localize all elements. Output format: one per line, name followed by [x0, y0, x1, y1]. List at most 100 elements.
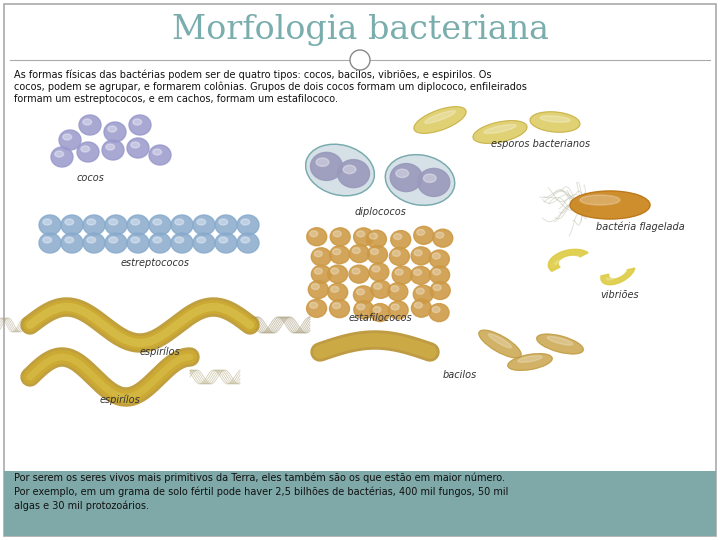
Text: bactéria flagelada: bactéria flagelada	[595, 222, 685, 232]
Text: estreptococos: estreptococos	[120, 258, 189, 268]
Ellipse shape	[349, 245, 369, 262]
Ellipse shape	[369, 263, 389, 281]
Ellipse shape	[530, 112, 580, 132]
Text: As formas físicas das bactérias podem ser de quatro tipos: cocos, bacilos, vibri: As formas físicas das bactérias podem se…	[14, 70, 492, 80]
Ellipse shape	[149, 145, 171, 165]
Ellipse shape	[131, 142, 140, 148]
Ellipse shape	[352, 268, 360, 274]
Ellipse shape	[413, 269, 422, 275]
Ellipse shape	[414, 250, 422, 256]
Ellipse shape	[83, 119, 91, 125]
Ellipse shape	[547, 336, 573, 345]
Ellipse shape	[171, 215, 193, 235]
Ellipse shape	[570, 191, 650, 219]
Ellipse shape	[129, 115, 151, 135]
Ellipse shape	[81, 146, 90, 152]
Ellipse shape	[333, 302, 341, 309]
Ellipse shape	[540, 116, 570, 122]
Ellipse shape	[131, 237, 140, 243]
Text: espirílos: espirílos	[140, 347, 181, 357]
Ellipse shape	[415, 302, 423, 308]
Ellipse shape	[371, 248, 379, 254]
Text: espirílos: espirílos	[99, 395, 140, 405]
Ellipse shape	[390, 164, 422, 192]
Ellipse shape	[369, 233, 377, 239]
Ellipse shape	[310, 231, 318, 237]
Ellipse shape	[219, 237, 228, 243]
Ellipse shape	[410, 266, 431, 285]
Ellipse shape	[219, 219, 228, 225]
Ellipse shape	[367, 246, 387, 264]
Ellipse shape	[241, 237, 250, 243]
Ellipse shape	[305, 144, 374, 196]
Ellipse shape	[215, 233, 237, 253]
Ellipse shape	[338, 160, 369, 187]
Ellipse shape	[414, 107, 466, 133]
Ellipse shape	[396, 169, 409, 178]
Ellipse shape	[197, 237, 206, 243]
Ellipse shape	[87, 219, 96, 225]
Ellipse shape	[215, 215, 237, 235]
Ellipse shape	[392, 266, 412, 284]
Ellipse shape	[311, 284, 319, 289]
Ellipse shape	[43, 219, 52, 225]
Ellipse shape	[61, 233, 83, 253]
Ellipse shape	[370, 303, 390, 321]
Ellipse shape	[43, 237, 52, 243]
Ellipse shape	[153, 149, 162, 155]
FancyBboxPatch shape	[4, 4, 716, 536]
Ellipse shape	[411, 299, 431, 317]
Text: cocos, podem se agrupar, e formarem colônias. Grupos de dois cocos formam um dip: cocos, podem se agrupar, e formarem colô…	[14, 82, 527, 92]
Ellipse shape	[366, 230, 387, 248]
Ellipse shape	[127, 233, 149, 253]
Ellipse shape	[473, 120, 527, 143]
Ellipse shape	[372, 266, 380, 272]
Ellipse shape	[106, 144, 114, 150]
Ellipse shape	[417, 230, 425, 235]
Ellipse shape	[153, 219, 162, 225]
Ellipse shape	[354, 228, 374, 246]
Ellipse shape	[580, 195, 620, 205]
Ellipse shape	[333, 231, 341, 237]
Circle shape	[350, 50, 370, 70]
Ellipse shape	[127, 215, 149, 235]
Ellipse shape	[433, 285, 441, 291]
Ellipse shape	[388, 301, 408, 319]
Ellipse shape	[109, 219, 117, 225]
Ellipse shape	[411, 247, 431, 265]
Ellipse shape	[63, 134, 72, 140]
Ellipse shape	[237, 233, 259, 253]
Polygon shape	[549, 249, 588, 271]
Ellipse shape	[109, 237, 117, 243]
Ellipse shape	[55, 151, 63, 157]
Ellipse shape	[416, 288, 424, 294]
Ellipse shape	[390, 247, 410, 266]
Ellipse shape	[105, 233, 127, 253]
Ellipse shape	[197, 219, 206, 225]
Ellipse shape	[77, 142, 99, 162]
Ellipse shape	[352, 247, 360, 254]
Ellipse shape	[153, 237, 162, 243]
Ellipse shape	[484, 125, 516, 133]
Ellipse shape	[429, 250, 449, 268]
Ellipse shape	[175, 237, 184, 243]
Text: bacilos: bacilos	[443, 370, 477, 380]
Ellipse shape	[429, 303, 449, 322]
Ellipse shape	[385, 154, 455, 205]
Ellipse shape	[316, 158, 329, 166]
Ellipse shape	[193, 215, 215, 235]
Ellipse shape	[104, 122, 126, 142]
Ellipse shape	[315, 268, 323, 274]
Ellipse shape	[349, 265, 369, 283]
Ellipse shape	[307, 228, 327, 246]
Ellipse shape	[354, 301, 374, 319]
Ellipse shape	[149, 215, 171, 235]
Ellipse shape	[311, 248, 331, 266]
Ellipse shape	[488, 334, 511, 348]
Text: algas e 30 mil protozoários.: algas e 30 mil protozoários.	[14, 501, 149, 511]
Ellipse shape	[432, 307, 440, 313]
Ellipse shape	[127, 138, 149, 158]
Ellipse shape	[330, 300, 349, 318]
Text: vibriões: vibriões	[600, 290, 639, 300]
Text: estafilococos: estafilococos	[348, 313, 412, 323]
